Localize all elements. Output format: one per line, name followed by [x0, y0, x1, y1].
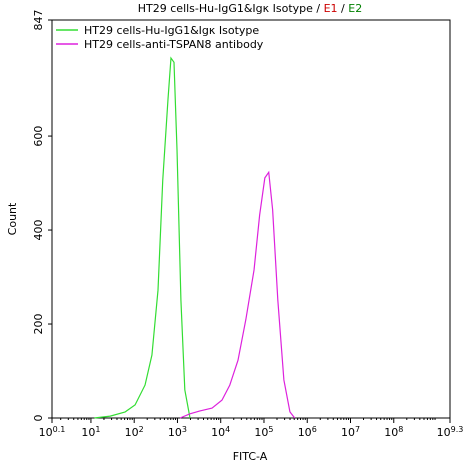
x-tick-label: 108	[384, 425, 403, 439]
x-tick-base: 10	[437, 426, 451, 439]
x-tick-exponent: 4	[225, 425, 230, 434]
x-tick-base: 10	[211, 426, 225, 439]
y-tick-label: 847	[32, 10, 45, 31]
y-tick-label: 600	[32, 126, 45, 147]
x-tick-base: 10	[341, 426, 355, 439]
x-tick-base: 10	[384, 426, 398, 439]
title-part: HT29 cells-Hu-IgG1&Igκ Isotype /	[138, 2, 324, 15]
histogram-line	[94, 56, 191, 419]
histogram-line	[179, 170, 296, 419]
x-tick-label: 101	[81, 425, 100, 439]
x-tick-exponent: 8	[398, 425, 403, 434]
y-tick-label: 200	[32, 314, 45, 335]
title-part: /	[338, 2, 349, 15]
x-tick-label: 105	[254, 425, 273, 439]
x-tick-label: 107	[341, 425, 360, 439]
x-tick-label: 109.3	[437, 425, 464, 439]
title-part: E2	[348, 2, 362, 15]
x-tick-base: 10	[39, 426, 53, 439]
x-tick-base: 10	[254, 426, 268, 439]
x-tick-exponent: 1	[95, 425, 100, 434]
y-tick-label: 0	[32, 415, 45, 422]
y-axis-label: Count	[6, 202, 19, 235]
x-tick-base: 10	[81, 426, 95, 439]
x-tick-exponent: 6	[312, 425, 317, 434]
x-tick-label: 102	[125, 425, 144, 439]
x-tick-exponent: 3	[182, 425, 187, 434]
x-tick-exponent: 2	[139, 425, 144, 434]
x-tick-label: 104	[211, 425, 230, 439]
x-tick-exponent: 0.1	[53, 425, 66, 434]
x-tick-base: 10	[168, 426, 182, 439]
x-axis-label: FITC-A	[233, 450, 268, 463]
plot-frame	[51, 19, 451, 419]
x-tick-exponent: 7	[355, 425, 360, 434]
legend-label: HT29 cells-anti-TSPAN8 antibody	[84, 38, 264, 51]
x-tick-label: 106	[298, 425, 317, 439]
x-tick-exponent: 9.3	[451, 425, 464, 434]
x-tick-label: 100.1	[39, 425, 66, 439]
x-tick-base: 10	[125, 426, 139, 439]
x-tick-base: 10	[298, 426, 312, 439]
title-part: E1	[324, 2, 338, 15]
x-tick-label: 103	[168, 425, 187, 439]
chart-title: HT29 cells-Hu-IgG1&Igκ Isotype / E1 / E2	[138, 2, 362, 15]
y-tick-label: 400	[32, 220, 45, 241]
legend-label: HT29 cells-Hu-IgG1&Igκ Isotype	[84, 24, 259, 37]
x-tick-exponent: 5	[268, 425, 273, 434]
